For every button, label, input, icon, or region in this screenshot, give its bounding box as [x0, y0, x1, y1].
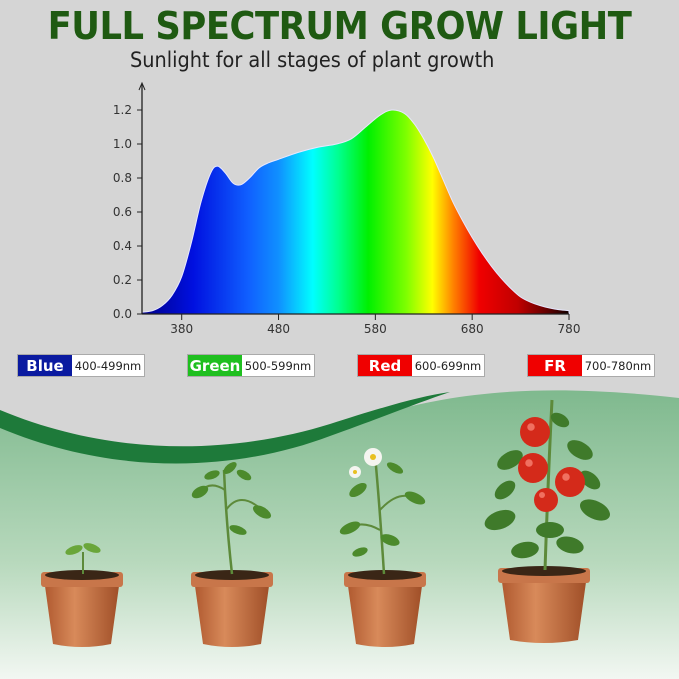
- soil: [45, 570, 119, 580]
- leaf-icon: [484, 509, 516, 531]
- leaf-icon: [83, 543, 101, 553]
- stem: [373, 454, 386, 575]
- leaf-icon: [204, 470, 220, 480]
- legend-swatch: Green: [188, 355, 242, 376]
- leaf-icon: [580, 499, 610, 521]
- soil: [502, 566, 586, 576]
- x-tick-label: 580: [364, 322, 387, 336]
- flower-center: [353, 470, 357, 474]
- legend-item-fr: FR 700-780nm: [527, 354, 655, 377]
- leaf-icon: [223, 462, 237, 474]
- tomato-icon: [534, 488, 558, 512]
- tomato-icon: [518, 453, 548, 483]
- y-axis-arrow-icon: [138, 81, 146, 91]
- leaf-icon: [567, 440, 593, 460]
- leaf-icon: [229, 525, 247, 535]
- tomato-highlight: [539, 492, 545, 498]
- tomato-icon: [555, 467, 585, 497]
- leaf-icon: [191, 485, 209, 499]
- stem: [222, 469, 234, 575]
- leaf-icon: [579, 470, 601, 490]
- legend-swatch: FR: [528, 355, 582, 376]
- leaf-icon: [349, 482, 367, 498]
- soil: [195, 570, 269, 580]
- leaf-icon: [494, 480, 516, 500]
- legend-range: 400-499nm: [74, 358, 142, 373]
- pot-icon: [348, 586, 422, 647]
- flower-center: [370, 454, 376, 460]
- tomato-icon: [520, 417, 550, 447]
- legend-swatch: Blue: [18, 355, 72, 376]
- pot-icon: [195, 586, 269, 647]
- tomato-highlight: [525, 459, 533, 467]
- y-tick-label: 1.0: [113, 137, 132, 151]
- pot-icon: [45, 586, 119, 647]
- leaf-icon: [497, 450, 523, 470]
- leaf-icon: [511, 541, 539, 559]
- leaf-icon: [536, 522, 564, 538]
- green-wave-stripe: [0, 392, 450, 464]
- y-tick-label: 1.2: [113, 103, 132, 117]
- spectrum-area: [141, 109, 570, 315]
- page-title: FULL SPECTRUM GROW LIGHT: [47, 4, 632, 48]
- y-tick-label: 0.0: [113, 307, 132, 321]
- leaf-icon: [556, 536, 584, 554]
- leaf-icon: [550, 412, 570, 428]
- x-tick-label: 380: [170, 322, 193, 336]
- y-tick-label: 0.6: [113, 205, 132, 219]
- pot-icon: [502, 582, 586, 643]
- leaf-icon: [386, 462, 404, 474]
- x-tick-label: 780: [558, 322, 581, 336]
- y-tick-label: 0.4: [113, 239, 132, 253]
- leaf-icon: [339, 521, 361, 535]
- legend-range: 700-780nm: [584, 358, 652, 373]
- tomato-highlight: [527, 423, 535, 431]
- legend-swatch: Red: [358, 355, 412, 376]
- legend-item-red: Red 600-699nm: [357, 354, 485, 377]
- y-tick-label: 0.8: [113, 171, 132, 185]
- legend-range: 600-699nm: [414, 358, 482, 373]
- page-subtitle: Sunlight for all stages of plant growth: [130, 48, 495, 72]
- plant-growth-scene: [0, 390, 679, 679]
- tomato-highlight: [562, 473, 570, 481]
- stem: [543, 399, 554, 571]
- leaf-icon: [252, 505, 272, 519]
- x-tick-label: 680: [461, 322, 484, 336]
- leaf-icon: [352, 547, 368, 557]
- leaf-icon: [404, 491, 426, 505]
- leaf-icon: [380, 534, 400, 546]
- soil: [348, 570, 422, 580]
- legend-item-green: Green 500-599nm: [187, 354, 315, 377]
- y-tick-label: 0.2: [113, 273, 132, 287]
- spectrum-chart: 380 480 580 680 780 0.0 0.2 0.4 0.6 0.8 1.0 1.2: [113, 81, 581, 336]
- leaf-icon: [236, 469, 252, 481]
- legend-item-blue: Blue 400-499nm: [17, 354, 145, 377]
- legend-range: 500-599nm: [244, 358, 312, 373]
- x-tick-label: 480: [267, 322, 290, 336]
- leaf-icon: [65, 545, 83, 555]
